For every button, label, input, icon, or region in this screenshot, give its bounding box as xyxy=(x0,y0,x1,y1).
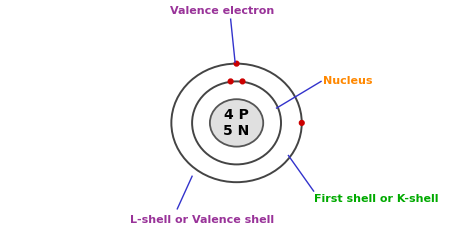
Circle shape xyxy=(300,121,304,125)
Text: 4 P
5 N: 4 P 5 N xyxy=(223,108,250,138)
Circle shape xyxy=(228,79,233,84)
Text: First shell or K-shell: First shell or K-shell xyxy=(314,194,438,204)
Circle shape xyxy=(240,79,245,84)
Circle shape xyxy=(234,61,239,66)
Text: Valence electron: Valence electron xyxy=(170,6,274,16)
Text: Nucleus: Nucleus xyxy=(322,76,372,86)
Ellipse shape xyxy=(210,99,263,147)
Text: L-shell or Valence shell: L-shell or Valence shell xyxy=(130,215,274,225)
